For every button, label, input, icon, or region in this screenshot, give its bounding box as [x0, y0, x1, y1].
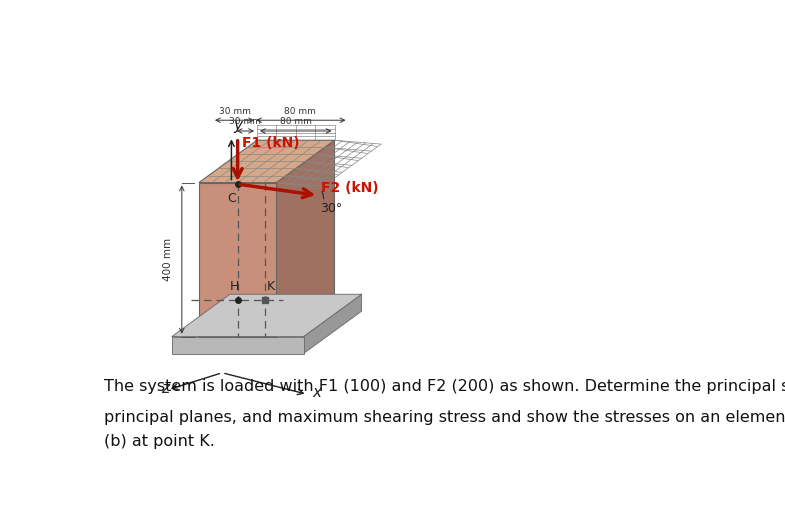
- Text: 30°: 30°: [319, 201, 342, 214]
- Polygon shape: [199, 182, 276, 337]
- Polygon shape: [172, 294, 362, 337]
- Text: 400 mm: 400 mm: [162, 238, 173, 281]
- Text: F2 (kN): F2 (kN): [321, 181, 379, 196]
- Text: 30 mm: 30 mm: [218, 106, 250, 115]
- Text: F1 (kN): F1 (kN): [243, 136, 300, 150]
- Text: z: z: [161, 381, 169, 396]
- Polygon shape: [199, 140, 334, 182]
- Text: H: H: [230, 280, 239, 292]
- Text: x: x: [312, 385, 321, 401]
- Text: 80 mm: 80 mm: [284, 106, 316, 115]
- Text: C: C: [228, 192, 236, 205]
- Text: principal planes, and maximum shearing stress and show the stresses on an elemen: principal planes, and maximum shearing s…: [104, 409, 785, 425]
- Polygon shape: [276, 140, 334, 337]
- Polygon shape: [172, 337, 304, 354]
- Text: 80 mm: 80 mm: [279, 118, 312, 126]
- Text: (b) at point K.: (b) at point K.: [104, 434, 215, 450]
- Text: 30 mm: 30 mm: [229, 118, 261, 126]
- Text: K: K: [266, 280, 275, 292]
- Text: y: y: [233, 118, 242, 133]
- Text: The system is loaded with F1 (100) and F2 (200) as shown. Determine the principa: The system is loaded with F1 (100) and F…: [104, 379, 785, 394]
- Polygon shape: [304, 294, 362, 354]
